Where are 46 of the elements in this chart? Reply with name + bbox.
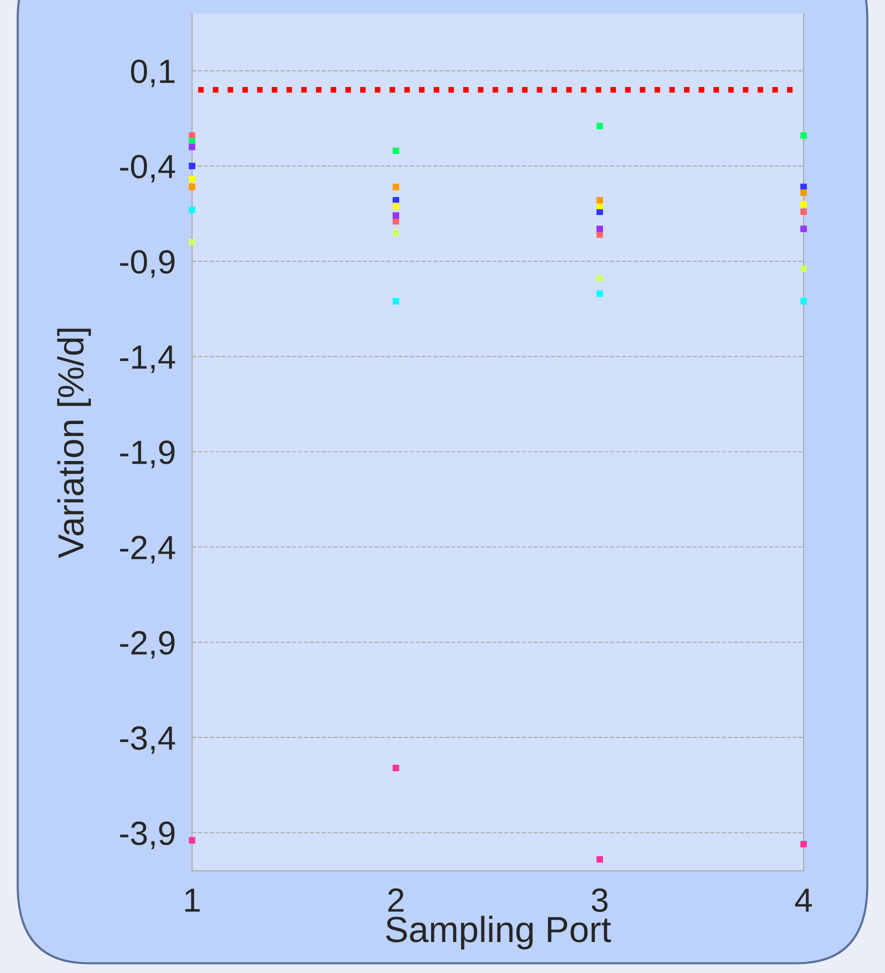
point bbox=[800, 226, 807, 232]
point bbox=[800, 266, 807, 272]
point bbox=[188, 837, 196, 844]
point bbox=[188, 144, 196, 150]
point bbox=[800, 840, 807, 848]
point bbox=[392, 764, 400, 772]
point bbox=[596, 226, 603, 232]
point bbox=[392, 202, 400, 210]
point bbox=[800, 132, 807, 139]
x-tick-label: 3 bbox=[592, 888, 608, 912]
point bbox=[188, 162, 196, 170]
point bbox=[392, 298, 400, 305]
point bbox=[596, 231, 603, 238]
point bbox=[596, 275, 603, 282]
y-tick-label: -1,9 bbox=[120, 440, 174, 468]
point bbox=[596, 290, 603, 297]
y-axis-title: Variation [%/d] bbox=[57, 328, 91, 558]
point bbox=[800, 298, 807, 305]
point bbox=[800, 184, 807, 190]
point bbox=[596, 197, 603, 204]
point bbox=[392, 148, 400, 154]
y-tick-label: -2,4 bbox=[120, 536, 176, 564]
point bbox=[392, 212, 400, 219]
y-tick-label: -1,4 bbox=[120, 346, 176, 373]
y-tick-label: -3,9 bbox=[120, 822, 174, 850]
point bbox=[392, 229, 400, 236]
point bbox=[188, 184, 196, 190]
x-tick-label: 1 bbox=[185, 888, 200, 912]
point bbox=[800, 200, 807, 208]
x-tick-label: 4 bbox=[795, 888, 812, 912]
y-tick-label: -0,9 bbox=[120, 250, 174, 278]
point bbox=[392, 197, 400, 204]
point bbox=[596, 856, 603, 863]
y-tick-label: 0,1 bbox=[131, 60, 174, 88]
x-tick-label: 2 bbox=[388, 888, 404, 912]
x-axis-title: Sampling Port bbox=[386, 916, 611, 950]
point bbox=[188, 176, 196, 183]
point bbox=[392, 184, 400, 190]
y-tick-label: -3,4 bbox=[120, 726, 176, 754]
y-tick-label: -0,4 bbox=[120, 154, 176, 182]
point bbox=[188, 206, 196, 214]
point bbox=[800, 208, 807, 215]
point bbox=[188, 238, 196, 246]
point bbox=[800, 189, 807, 196]
y-tick-label: -2,9 bbox=[120, 631, 174, 659]
point bbox=[596, 122, 603, 130]
